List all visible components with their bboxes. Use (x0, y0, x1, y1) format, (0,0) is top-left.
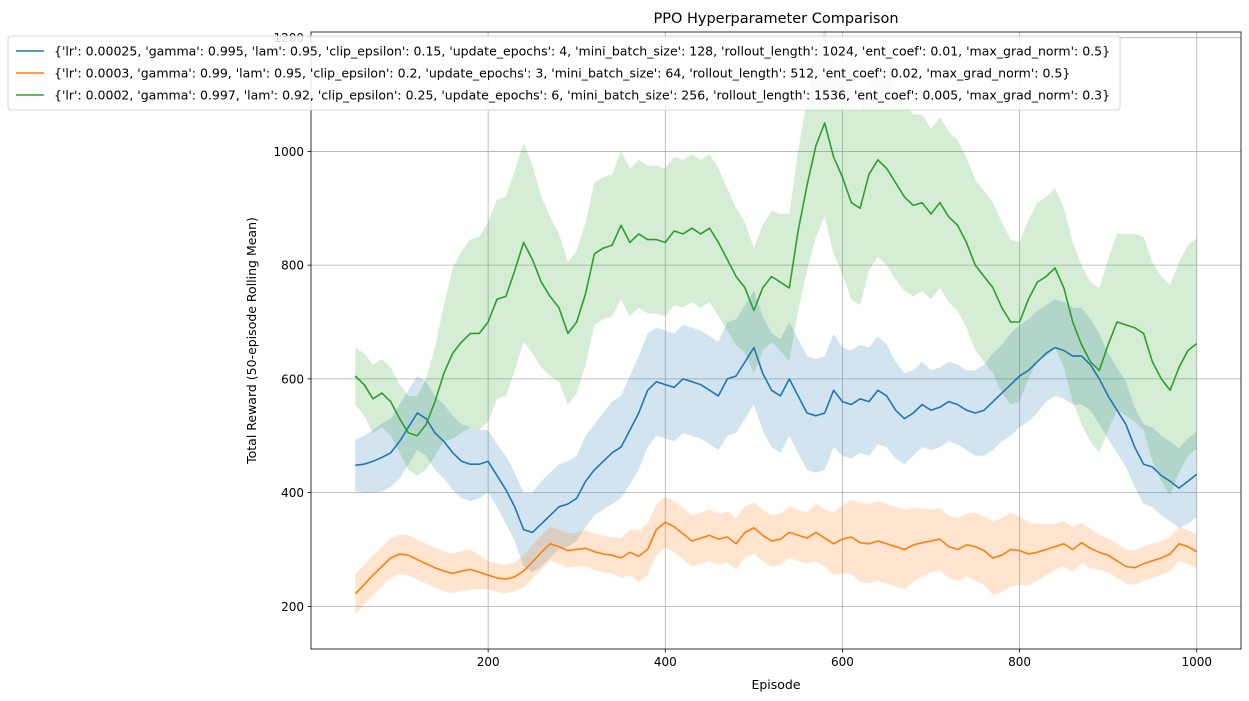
confidence-bands (355, 29, 1197, 614)
series-2-line (354, 521, 1198, 595)
y-tick-label: 800 (281, 259, 304, 273)
x-tick-label: 1000 (1181, 655, 1212, 669)
legend-box (7, 35, 1121, 111)
series-3-line (354, 122, 1198, 437)
series-2-band (355, 496, 1197, 614)
legend-entry: {'lr': 0.00025, 'gamma': 0.995, 'lam': 0… (54, 44, 1110, 59)
legend-entry: {'lr': 0.0003, 'gamma': 0.99, 'lam': 0.9… (54, 66, 1070, 81)
y-tick-label: 200 (281, 600, 304, 614)
axis-ticks: 200400600800100020040060080010001200 (273, 31, 1212, 669)
y-axis-label: Total Reward (50-episode Rolling Mean) (244, 217, 259, 465)
series-1-band (355, 290, 1197, 573)
legend: {'lr': 0.00025, 'gamma': 0.995, 'lam': 0… (7, 35, 1121, 111)
series-3-band (355, 29, 1197, 496)
x-tick-label: 600 (831, 655, 854, 669)
x-tick-label: 200 (477, 655, 500, 669)
x-tick-label: 800 (1008, 655, 1031, 669)
x-axis-label: Episode (751, 677, 800, 692)
plot-frame (310, 31, 1242, 650)
y-tick-label: 600 (281, 372, 304, 386)
chart-title: PPO Hyperparameter Comparison (653, 11, 898, 27)
series-lines (354, 122, 1198, 595)
x-tick-label: 400 (654, 655, 677, 669)
y-tick-label: 1000 (273, 145, 304, 159)
series-1-line (355, 346, 1198, 534)
y-tick-label: 400 (281, 486, 304, 500)
legend-entry: {'lr': 0.0002, 'gamma': 0.997, 'lam': 0.… (54, 88, 1110, 103)
